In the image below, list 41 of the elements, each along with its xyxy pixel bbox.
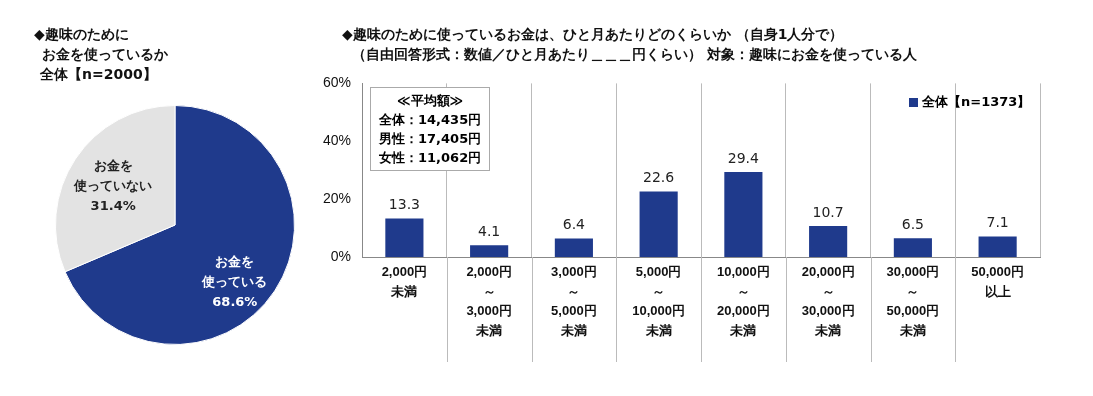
legend-label: 全体【n=1373】	[922, 93, 1031, 112]
bar	[724, 171, 763, 257]
y-tick-label: 20%	[322, 189, 352, 206]
data-label: 7.1	[986, 214, 1009, 231]
bar	[470, 245, 509, 257]
data-label: 13.3	[388, 196, 420, 213]
data-label: 6.4	[562, 216, 586, 233]
x-tick-label: 3,000円～5,000円未満	[551, 264, 597, 338]
y-tick-label: 0%	[330, 247, 352, 264]
x-tick-label: 50,000円以上	[971, 264, 1025, 299]
slice-label: お金を使っている	[201, 254, 268, 290]
bar	[554, 238, 593, 257]
bar	[385, 218, 424, 257]
chart-title: ◆趣味のために使っているお金は、ひと月あたりどのくらいか （自身1人分で）	[342, 25, 844, 44]
x-tick-label: 30,000円～50,000円未満	[886, 264, 940, 338]
annotation: 全体：14,435円	[379, 111, 482, 130]
data-label: 22.6	[643, 169, 675, 186]
chart-subtitle: （自由回答形式：数値／ひと月あたり＿＿＿円くらい） 対象：趣味にお金を使っている人	[352, 45, 917, 64]
slice-label: お金を使っていない	[73, 158, 153, 194]
chart-title: ◆趣味のためにお金を使っているか	[34, 25, 168, 64]
data-label: 6.5	[901, 215, 925, 232]
bar	[809, 226, 848, 257]
x-tick-label: 2,000円未満	[381, 264, 428, 299]
y-tick-label: 60%	[322, 74, 352, 91]
bar	[639, 191, 678, 257]
data-label: 68.6%	[212, 294, 258, 310]
data-label: 31.4%	[90, 198, 136, 214]
annotation: 男性：17,405円	[379, 130, 482, 149]
bar	[893, 238, 932, 257]
data-label: 4.1	[478, 222, 501, 239]
bar	[978, 236, 1017, 257]
x-tick-label: 10,000円～20,000円未満	[717, 264, 770, 338]
x-tick-label: 5,000円～10,000円未満	[632, 264, 686, 338]
chart-subtitle: 全体【n=2000】	[40, 65, 157, 84]
annotation: 女性：11,062円	[379, 149, 482, 168]
x-tick-label: 2,000円～3,000円未満	[466, 264, 512, 338]
x-tick-label: 20,000円～30,000円未満	[801, 264, 855, 338]
data-label: 10.7	[812, 203, 844, 220]
annotation: ≪平均額≫	[396, 92, 465, 111]
y-tick-label: 40%	[322, 132, 352, 149]
data-label: 29.4	[727, 149, 760, 166]
